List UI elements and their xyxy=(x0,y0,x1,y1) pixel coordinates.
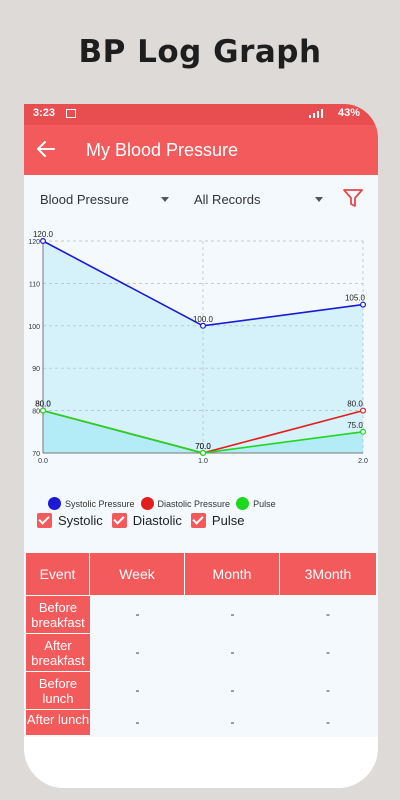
series-area-0 xyxy=(43,241,363,453)
row-week-value: - xyxy=(135,645,140,659)
table-row: After lunch - - - xyxy=(26,709,376,735)
row-week-value: - xyxy=(135,715,140,729)
data-label: 75.0 xyxy=(347,421,363,430)
summary-table: Event Week Month 3Month Before breakfast… xyxy=(26,553,376,735)
gallery-notification-icon xyxy=(66,109,76,118)
chevron-down-icon xyxy=(161,197,169,202)
data-label: 70.0 xyxy=(195,442,211,451)
column-header-month: Month xyxy=(185,553,280,595)
range-dropdown-label: All Records xyxy=(194,192,261,207)
y-tick-label: 100 xyxy=(28,324,40,331)
data-point xyxy=(40,407,47,414)
y-tick-label: 120 xyxy=(28,239,40,246)
data-label: 70.0 xyxy=(195,442,211,451)
signal-icon xyxy=(309,109,323,118)
row-month-value: - xyxy=(230,715,235,729)
data-point xyxy=(40,237,47,245)
chevron-down-icon xyxy=(315,197,323,202)
filter-bar: Blood Pressure All Records xyxy=(24,175,378,225)
bp-line-chart: 70 80 90 100 110 120 0.0 1.0 2.0 120.0 100.0 105.0 8… xyxy=(28,230,368,465)
data-label: 120.0 xyxy=(33,231,54,239)
y-tick-label: 90 xyxy=(32,366,40,373)
legend-label: Diastolic Pressure xyxy=(157,498,231,509)
column-header-3month: 3Month xyxy=(280,553,376,595)
legend-label: Systolic Pressure xyxy=(65,498,135,509)
bottom-blank-area xyxy=(24,737,378,788)
x-tick-label: 0.0 xyxy=(38,458,48,465)
checkbox-checked-icon xyxy=(190,513,206,528)
pulse-checkbox-label: Pulse xyxy=(211,513,245,528)
legend-item: Pulse xyxy=(236,497,276,510)
row-3month-value: - xyxy=(326,645,330,659)
main-content: Blood Pressure All Records 70 80 90 100 110 1… xyxy=(24,175,378,737)
diastolic-checkbox[interactable]: Diastolic xyxy=(111,513,182,528)
battery-level: 43% xyxy=(338,107,361,119)
phone-screen: 3:23 43% My Blood Pressure Blood Pressur… xyxy=(24,104,378,788)
page-title: My Blood Pressure xyxy=(86,140,239,160)
data-label: 100.0 xyxy=(193,315,214,324)
legend-label: Pulse xyxy=(253,498,276,509)
data-point xyxy=(200,450,207,457)
checkbox-checked-icon xyxy=(37,513,52,528)
legend-swatch xyxy=(140,497,154,510)
status-bar: 3:23 43% xyxy=(24,104,378,125)
column-header-week: Week xyxy=(90,553,185,595)
filter-icon[interactable] xyxy=(342,187,364,209)
systolic-checkbox[interactable]: Systolic xyxy=(37,513,103,528)
bp-chart: 70 80 90 100 110 120 0.0 1.0 2.0 120.0 100.0 105.0 8… xyxy=(24,230,378,510)
status-time: 3:23 xyxy=(33,107,56,119)
row-event: Before lunch xyxy=(26,671,90,709)
legend-swatch xyxy=(48,497,61,510)
data-label: 105.0 xyxy=(345,294,366,303)
table-row: After breakfast - - - xyxy=(26,633,376,671)
row-month-value: - xyxy=(230,607,235,621)
data-point xyxy=(360,301,367,308)
type-dropdown-label: Blood Pressure xyxy=(40,192,129,207)
promo-title: BP Log Graph xyxy=(78,34,322,70)
pulse-checkbox[interactable]: Pulse xyxy=(190,513,245,528)
data-label: 80.0 xyxy=(35,400,51,409)
y-tick-label: 70 xyxy=(32,451,40,458)
type-dropdown[interactable]: Blood Pressure xyxy=(40,192,169,207)
row-event: Before breakfast xyxy=(26,595,90,633)
row-3month-value: - xyxy=(326,715,330,729)
row-month-value: - xyxy=(230,645,235,659)
back-arrow-icon[interactable] xyxy=(34,137,58,161)
series-area-2 xyxy=(43,410,363,453)
row-event: After breakfast xyxy=(26,633,90,671)
data-point xyxy=(360,428,367,435)
legend-item: Diastolic Pressure xyxy=(140,497,231,510)
row-week-value: - xyxy=(135,607,140,621)
systolic-checkbox-label: Systolic xyxy=(58,513,103,528)
series-toggles: Systolic Diastolic Pulse xyxy=(37,513,244,528)
checkbox-checked-icon xyxy=(111,513,127,528)
x-tick-label: 2.0 xyxy=(358,458,368,465)
data-point xyxy=(200,322,207,329)
x-tick-label: 1.0 xyxy=(198,458,208,465)
table-header: Event Week Month 3Month xyxy=(26,553,376,595)
legend-item: Systolic Pressure xyxy=(48,497,135,510)
row-week-value: - xyxy=(135,683,140,697)
chart-legend: Systolic Pressure Diastolic Pressure Pulse xyxy=(48,497,276,510)
legend-swatch xyxy=(236,497,250,510)
data-point xyxy=(360,407,367,414)
diastolic-checkbox-label: Diastolic xyxy=(132,513,182,528)
data-label: 80.0 xyxy=(35,400,51,409)
data-label: 80.0 xyxy=(347,400,363,409)
y-tick-label: 80 xyxy=(32,409,40,416)
row-event: After lunch xyxy=(26,709,90,735)
row-month-value: - xyxy=(230,683,235,697)
table-row: Before lunch - - - xyxy=(26,671,376,709)
row-3month-value: - xyxy=(326,683,330,697)
table-row: Before breakfast - - - xyxy=(26,595,376,633)
row-3month-value: - xyxy=(326,607,330,621)
column-header-event: Event xyxy=(26,553,90,595)
app-bar: My Blood Pressure xyxy=(24,125,378,175)
range-dropdown[interactable]: All Records xyxy=(194,192,323,207)
y-tick-label: 110 xyxy=(29,281,40,288)
